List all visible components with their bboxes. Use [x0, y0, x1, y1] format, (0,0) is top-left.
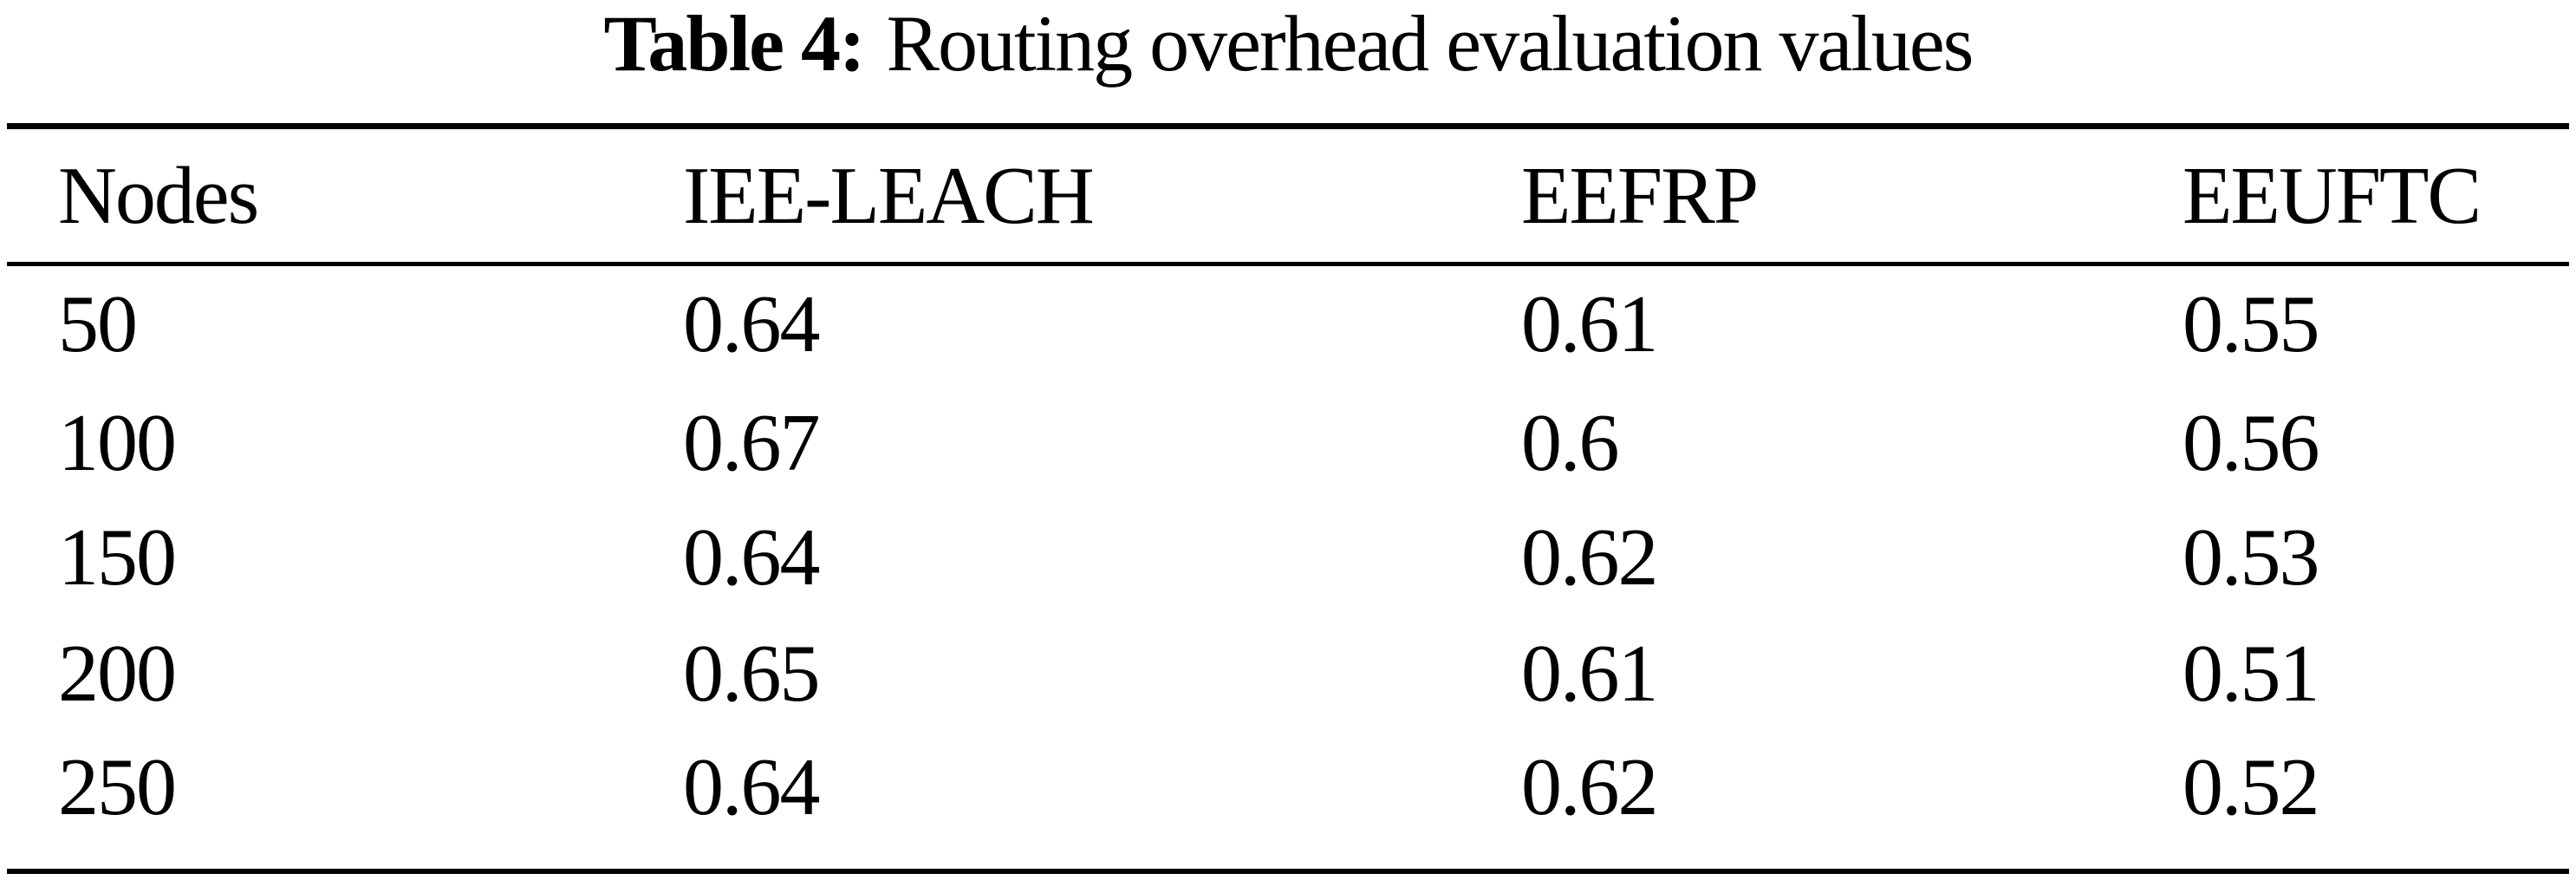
column-header-eefrp: EEFRP: [1521, 150, 1759, 241]
table-cell-value: 0.6: [1521, 398, 1620, 488]
table-cell-value: 0.56: [2182, 398, 2320, 488]
table-cell-value: 0.67: [683, 398, 821, 488]
column-header-nodes: Nodes: [58, 150, 259, 241]
table-rule-bottom: [7, 869, 2569, 874]
table-cell-value: 0.61: [1521, 628, 1659, 719]
table-caption-label: Table 4:: [603, 0, 866, 88]
data-table: Nodes IEE-LEACH EEFRP EEUFTC 50 0.64 0.6…: [7, 129, 2569, 844]
table-cell-value: 0.61: [1521, 279, 1659, 369]
table-cell-value: 0.53: [2182, 512, 2320, 603]
table-cell-nodes: 100: [58, 398, 177, 488]
table-cell-value: 0.64: [683, 742, 821, 832]
table-caption-text: Routing overhead evaluation values: [886, 0, 1974, 88]
table-cell-value: 0.64: [683, 279, 821, 369]
table-cell-nodes: 150: [58, 512, 177, 603]
column-header-eeuftc: EEUFTC: [2182, 150, 2482, 241]
table-cell-value: 0.55: [2182, 279, 2320, 369]
table-cell-nodes: 250: [58, 742, 177, 832]
table-rule-top: [7, 123, 2569, 129]
table-cell-value: 0.62: [1521, 512, 1659, 603]
table-cell-value: 0.62: [1521, 742, 1659, 832]
column-header-iee-leach: IEE-LEACH: [683, 150, 1095, 241]
table-cell-value: 0.64: [683, 512, 821, 603]
table-cell-nodes: 50: [58, 279, 138, 369]
table-cell-value: 0.51: [2182, 628, 2320, 719]
table-rule-header: [7, 262, 2569, 266]
table-cell-nodes: 200: [58, 628, 177, 719]
table-cell-value: 0.52: [2182, 742, 2320, 832]
table-caption: Table 4: Routing overhead evaluation valu…: [0, 0, 2576, 87]
table-cell-value: 0.65: [683, 628, 821, 719]
